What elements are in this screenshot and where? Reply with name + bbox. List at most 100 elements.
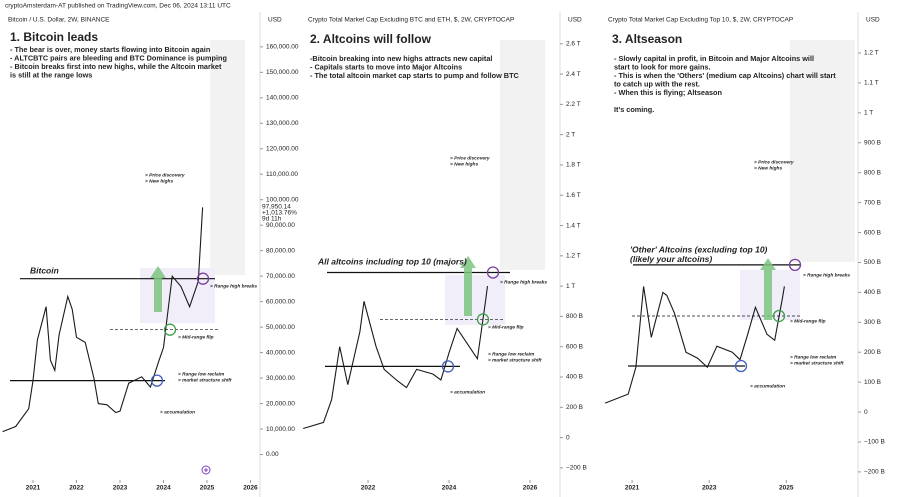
symbol: Crypto Total Market Cap Excluding Top 10… — [608, 17, 793, 24]
y-tick-label: 2.2 T — [566, 101, 581, 108]
y-tick-label: 110,000.00 — [266, 171, 298, 178]
marker-circle — [788, 258, 802, 272]
projection-area — [500, 40, 545, 270]
y-tick-label: 1 T — [566, 283, 575, 290]
annotation: > market structure shift — [488, 357, 542, 363]
y-tick-label: −100 B — [864, 439, 885, 446]
y-tick-label: 20,000.00 — [266, 400, 295, 407]
marker-circle — [476, 313, 490, 326]
series-label: 'Other' Altcoins (excluding top 10) — [630, 244, 768, 254]
series-label: (likely your altcoins) — [630, 254, 712, 264]
x-tick-label: 2023 — [702, 485, 717, 492]
y-tick-label: 600 B — [864, 229, 881, 236]
x-tick-label: 2023 — [113, 485, 128, 492]
y-tick-label: 200 B — [864, 349, 881, 356]
annotation: > Mid-range flip — [178, 334, 214, 340]
y-tick-label: 40,000.00 — [266, 349, 295, 356]
x-tick-label: 2026 — [243, 485, 258, 492]
symbol: Crypto Total Market Cap Excluding BTC an… — [308, 17, 514, 24]
annotation: > Range high breaks — [210, 283, 257, 289]
price-label: 9d 11h — [262, 216, 282, 223]
y-tick-label: 140,000.00 — [266, 95, 299, 102]
axis-unit: USD — [866, 17, 880, 24]
price-line — [303, 286, 489, 430]
x-tick-label: 2022 — [69, 485, 84, 492]
price-line — [604, 286, 785, 404]
y-tick-label: 100 B — [864, 379, 881, 386]
note-line: to catch up with the rest. — [614, 79, 700, 88]
y-tick-label: 900 B — [864, 139, 881, 146]
annotation: > New highs — [450, 161, 478, 167]
note-line: - Capitals starts to move into Major Alt… — [310, 62, 462, 71]
x-tick-label: 2025 — [200, 485, 215, 492]
projection-area — [210, 40, 245, 275]
price-label: +1,013.76% — [262, 210, 297, 217]
annotation: > Range low reclaim — [790, 354, 837, 360]
chart-panel: Crypto Total Market Cap Excluding BTC an… — [303, 12, 587, 497]
x-tick-label: 2024 — [156, 485, 171, 492]
annotation: > New highs — [145, 178, 173, 184]
panel-title: 1. Bitcoin leads — [10, 30, 98, 44]
y-tick-label: 300 B — [864, 319, 881, 326]
note-line: - When this is flying; Altseason — [614, 88, 722, 97]
annotation: > Mid-range flip — [488, 324, 524, 330]
y-tick-label: 60,000.00 — [266, 298, 295, 305]
y-tick-label: 1.4 T — [566, 222, 581, 229]
x-tick-label: 2026 — [523, 485, 538, 492]
note-line: - Slowly capital in profit, in Bitcoin a… — [614, 54, 814, 63]
note-line: is still at the range lows — [10, 70, 92, 79]
note-line: - The bear is over, money starts flowing… — [10, 45, 210, 54]
axis-unit: USD — [268, 17, 282, 24]
series-label: All altcoins including top 10 (majors) — [317, 256, 467, 266]
note-line: It's coming. — [614, 105, 654, 114]
projection-area — [790, 40, 855, 262]
y-tick-label: −200 B — [566, 465, 587, 472]
note-line: - Bitcoin breaks first into new highs, w… — [10, 62, 222, 71]
annotation: > Price discovery — [450, 155, 490, 161]
annotation: > Price discovery — [754, 159, 794, 165]
y-tick-label: 1.2 T — [864, 50, 879, 57]
annotation: > Range low reclaim — [488, 351, 535, 357]
x-tick-label: 2021 — [26, 485, 41, 492]
y-tick-label: 0 — [864, 409, 868, 416]
y-tick-label: 800 B — [864, 169, 881, 176]
green-arrow — [460, 256, 476, 316]
annotation: > Mid-range flip — [790, 318, 826, 324]
y-tick-label: 30,000.00 — [266, 375, 295, 382]
y-tick-label: 120,000.00 — [266, 145, 299, 152]
y-tick-label: 1.6 T — [566, 192, 581, 199]
y-tick-label: 1.1 T — [864, 80, 879, 87]
note-line: -Bitcoin breaking into new highs attract… — [310, 54, 492, 63]
y-tick-label: 10,000.00 — [266, 426, 295, 433]
y-tick-label: 90,000.00 — [266, 222, 295, 229]
y-tick-label: 1 T — [864, 110, 873, 117]
marker-circle — [486, 266, 500, 279]
price-line — [2, 207, 204, 433]
chart-panel: Bitcoin / U.S. Dollar, 2W, BINANCE USD 0.0… — [2, 12, 299, 497]
annotation: > Price discovery — [145, 172, 185, 178]
y-tick-label: 0.00 — [266, 451, 279, 458]
note-line: - The total altcoin market cap starts to… — [310, 71, 520, 80]
y-tick-label: 1.8 T — [566, 162, 581, 169]
y-tick-label: 2.4 T — [566, 71, 581, 78]
y-tick-label: 400 B — [566, 374, 583, 381]
breakout-area — [445, 275, 505, 325]
y-tick-label: 2.6 T — [566, 40, 581, 47]
y-tick-label: 1.2 T — [566, 253, 581, 260]
marker-circle — [196, 272, 210, 285]
marker-circle — [150, 374, 164, 387]
y-tick-label: 160,000.00 — [266, 44, 299, 51]
y-tick-label: 130,000.00 — [266, 120, 299, 127]
note-line: - ALTCBTC pairs are bleeding and BTC Dom… — [10, 53, 227, 62]
marker-circle — [734, 359, 748, 373]
symbol: Bitcoin / U.S. Dollar, 2W, BINANCE — [8, 17, 110, 24]
y-tick-label: 700 B — [864, 199, 881, 206]
y-tick-label: 500 B — [864, 259, 881, 266]
annotation: > New highs — [754, 165, 782, 171]
y-tick-label: 200 B — [566, 404, 583, 411]
chart-panel: Crypto Total Market Cap Excluding Top 10… — [604, 12, 885, 497]
y-tick-label: 50,000.00 — [266, 324, 295, 331]
marker-circle — [163, 323, 177, 336]
x-tick-label: 2025 — [779, 485, 794, 492]
